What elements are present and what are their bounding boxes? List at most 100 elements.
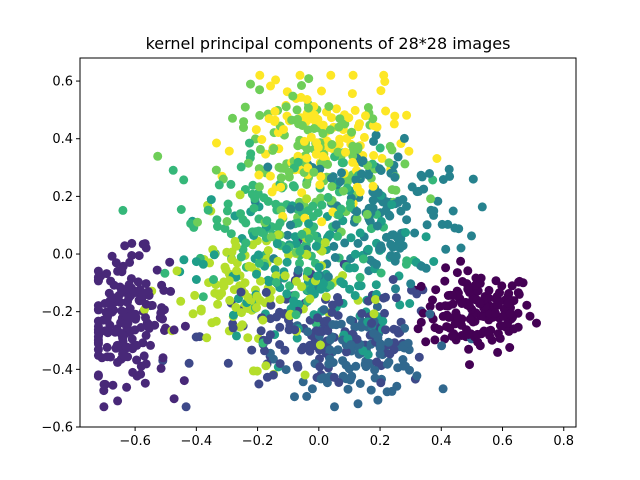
data-point [144,323,154,333]
data-point [475,299,485,309]
data-point [118,349,128,359]
data-point [103,310,113,320]
data-point [276,182,286,192]
data-point [143,287,153,296]
data-point [276,163,286,173]
data-point [265,330,275,340]
data-point [141,279,151,289]
data-point [465,301,475,311]
data-point [334,210,344,220]
data-point [327,140,337,149]
data-point [254,170,264,180]
data-point [111,258,121,268]
axes-frame [79,57,577,428]
data-point [229,310,238,320]
data-point [430,335,440,345]
data-point [236,252,246,262]
data-point [220,224,230,233]
data-point [438,384,448,394]
data-point [297,188,307,198]
data-point [448,206,458,216]
data-point [381,325,390,335]
data-point [361,362,371,372]
data-point [226,229,236,239]
data-point [346,315,356,325]
data-point [297,229,307,239]
data-point [367,318,377,328]
data-point [262,372,272,382]
data-point [350,291,360,300]
data-point [315,340,325,350]
data-point [440,301,450,311]
data-point [361,111,370,121]
y-tick-label: 0.4 [52,132,73,147]
data-point [305,294,315,304]
data-point [304,234,314,244]
data-point [209,275,218,284]
data-point [254,182,264,192]
data-point [212,215,222,225]
data-point [312,138,322,148]
data-point [385,349,395,359]
data-point [122,382,132,392]
data-point [113,357,122,367]
data-point [472,329,482,339]
data-point [319,305,329,315]
data-point [292,105,302,115]
data-point [473,337,483,347]
data-point [285,281,294,291]
data-point [382,359,392,369]
data-point [400,361,410,371]
data-point [118,205,128,215]
data-point [226,179,236,189]
data-point [243,292,253,302]
data-point [365,217,375,227]
y-tick-label: 0.6 [52,75,73,90]
data-point [376,268,386,278]
data-point [317,217,327,227]
data-point [180,321,190,331]
data-point [209,250,219,260]
data-point [236,209,245,219]
data-point [345,375,355,385]
data-point [298,377,308,387]
data-point [346,233,356,243]
data-point [313,313,323,323]
data-point [314,262,324,272]
data-point [157,280,167,290]
data-point [338,158,348,168]
data-point [109,280,119,290]
data-point [257,135,267,144]
data-point [498,311,508,321]
data-point [416,317,426,327]
data-point [323,326,333,336]
data-point [232,266,241,276]
data-point [355,379,365,388]
data-point [160,326,169,335]
data-point [323,192,333,202]
data-point [388,275,398,284]
data-point [317,86,326,96]
data-point [493,347,503,357]
data-point [437,219,447,229]
data-point [355,272,365,282]
data-point [302,153,312,163]
data-point [341,347,351,357]
data-point [326,173,336,183]
x-tick-label: 0.6 [492,434,513,449]
data-point [112,340,122,350]
data-point [179,175,189,185]
data-point [421,337,431,347]
data-point [307,384,317,394]
data-point [325,345,335,355]
data-point [104,288,114,298]
data-point [258,315,268,325]
data-point [447,331,457,341]
data-point [347,89,357,99]
data-point [384,158,394,168]
data-point [422,220,432,230]
data-point [260,346,269,356]
chart-title: kernel principal components of 28*28 ima… [146,34,511,53]
data-point [303,103,313,113]
data-point [135,285,145,294]
